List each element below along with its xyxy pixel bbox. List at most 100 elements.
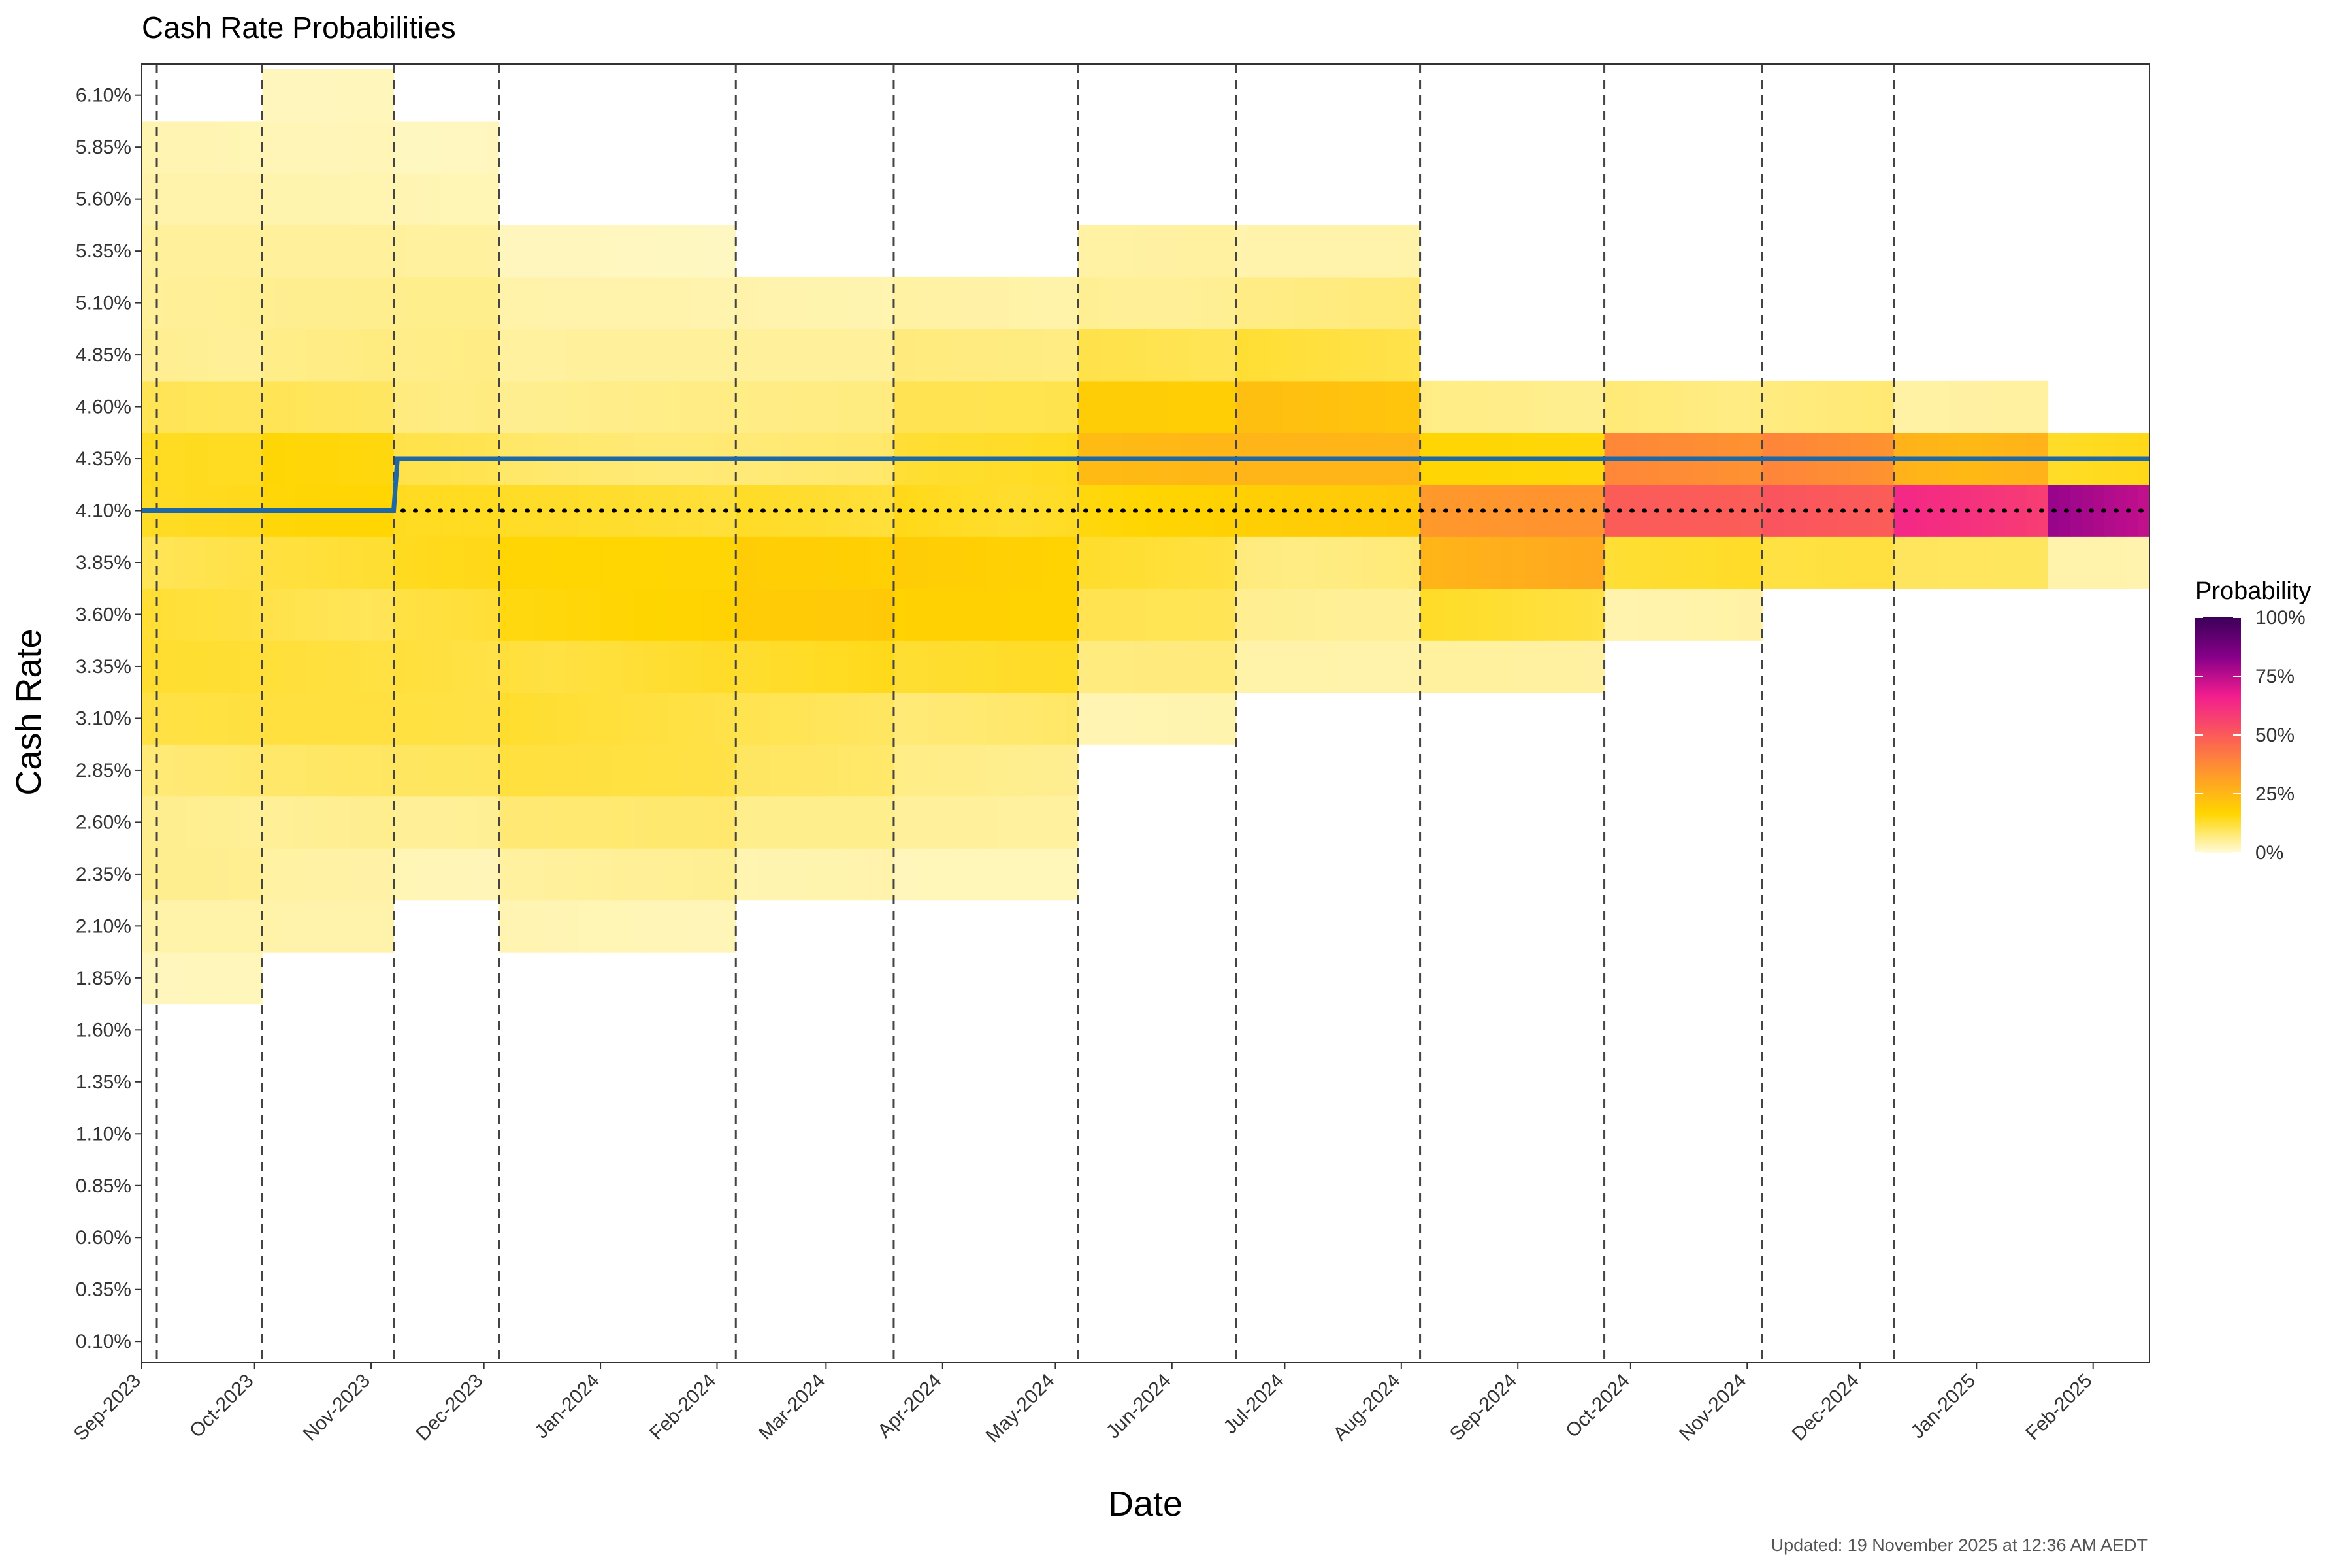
probability-tile [1328,380,1340,433]
probability-tile [724,484,736,537]
probability-tile [361,692,372,745]
probability-tile [452,640,465,693]
probability-tile [1009,484,1021,537]
probability-tile [429,848,441,901]
probability-tile [758,588,770,641]
probability-tile [498,900,511,953]
probability-tile [1201,276,1214,329]
probability-tile [1224,380,1237,433]
probability-tile [1581,640,1593,693]
probability-tile [1089,588,1102,641]
probability-tile [589,848,601,901]
probability-tile [142,588,154,641]
probability-tile [974,484,987,537]
probability-tile [463,484,476,537]
probability-tile [962,484,975,537]
probability-tile [848,640,860,693]
probability-tile [350,121,361,174]
probability-tile [736,588,748,641]
probability-tile [1672,484,1684,537]
probability-tile [218,536,230,589]
probability-tile [152,276,165,329]
probability-tile [679,536,691,589]
probability-tile [1627,536,1639,589]
probability-tile [142,380,154,433]
probability-tile [1694,484,1707,537]
probability-tile [382,225,395,278]
probability-tile [1569,380,1582,433]
probability-tile [174,172,186,225]
probability-tile [463,640,476,693]
probability-tile [1066,380,1079,433]
probability-tile [272,380,285,433]
probability-tile [1213,692,1225,745]
probability-tile [792,692,804,745]
probability-tile [417,640,429,693]
probability-tile [174,640,186,693]
probability-tile [997,640,1009,693]
probability-tile [905,848,917,901]
probability-tile [1258,225,1271,278]
probability-tile [229,172,241,225]
probability-tile [417,796,429,849]
probability-tile [882,536,894,589]
probability-tile [1694,536,1707,589]
probability-tile [338,692,351,745]
probability-tile [951,848,964,901]
probability-tile [1201,380,1214,433]
probability-tile [371,380,384,433]
probability-tile [284,692,296,745]
probability-tile [544,744,556,797]
probability-tile [1739,536,1752,589]
probability-tile [393,744,406,797]
probability-tile [951,588,964,641]
y-tick-label: 4.85% [76,344,131,366]
probability-tile [1916,380,1927,433]
probability-tile [393,276,406,329]
probability-tile [306,796,318,849]
probability-tile [860,536,872,589]
probability-tile [306,380,318,433]
probability-tile [1374,276,1386,329]
probability-tile [566,484,579,537]
probability-tile [405,172,417,225]
probability-tile [803,848,815,901]
y-tick-label: 4.10% [76,500,131,522]
probability-tile [262,276,274,329]
probability-tile [657,744,669,797]
probability-tile [860,692,872,745]
probability-tile [361,276,372,329]
probability-tile [284,744,296,797]
probability-tile [600,484,612,537]
probability-tile [792,380,804,433]
probability-tile [600,900,612,953]
probability-tile [463,848,476,901]
probability-tile [713,329,725,382]
probability-tile [1009,848,1021,901]
probability-tile [1316,329,1329,382]
probability-tile [306,744,318,797]
probability-tile [207,329,219,382]
probability-tile [1043,588,1056,641]
probability-tile [882,276,894,329]
probability-tile [142,121,154,174]
probability-tile [218,900,230,953]
probability-tile [724,848,736,901]
probability-tile [1156,276,1169,329]
probability-tile [1054,588,1067,641]
probability-tile [724,225,736,278]
probability-tile [1420,536,1432,589]
probability-tile [691,900,703,953]
probability-tile [284,172,296,225]
probability-tile [1535,640,1548,693]
probability-tile [475,692,488,745]
probability-tile [974,744,987,797]
probability-tile [1683,380,1695,433]
probability-tile [871,536,883,589]
probability-tile [350,900,361,953]
probability-tile [1374,329,1386,382]
probability-tile [1077,692,1090,745]
probability-tile [463,329,476,382]
probability-tile [939,692,952,745]
probability-tile [487,121,500,174]
